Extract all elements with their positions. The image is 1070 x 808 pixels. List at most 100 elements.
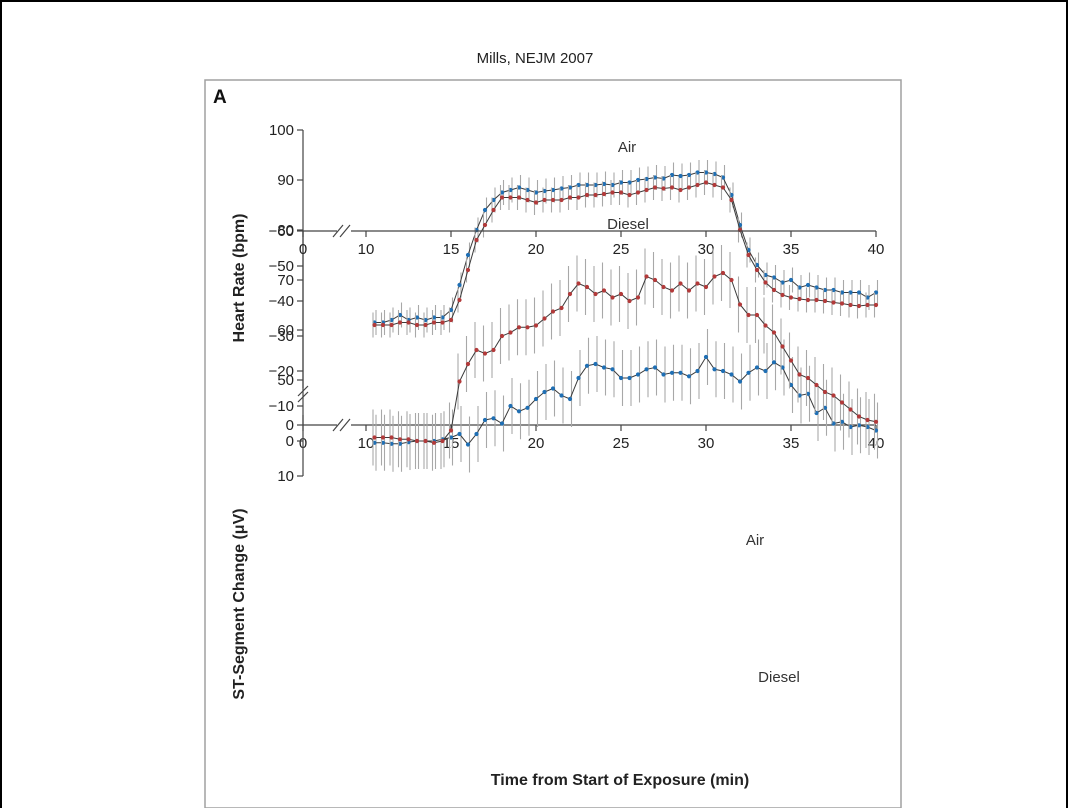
- heart-rate-diesel-series: [372, 170, 879, 338]
- st-segment-diesel-point: [746, 312, 751, 318]
- x-axis-break-mark: [332, 418, 344, 432]
- st-segment-air-point: [474, 431, 479, 437]
- x-tick-label: 25: [613, 241, 630, 258]
- x-tick-label: 40: [868, 435, 885, 452]
- x-tick-label: 20: [528, 241, 545, 258]
- st-segment-diesel-point: [372, 435, 377, 440]
- st-segment-diesel-point: [601, 288, 607, 293]
- st-segment-diesel-point: [797, 372, 802, 377]
- st-segment-diesel-point: [457, 379, 462, 384]
- heart-rate-diesel-point: [839, 301, 845, 306]
- heart-rate-diesel-point: [550, 197, 556, 203]
- heart-rate-diesel-point: [814, 297, 819, 303]
- st-segment-diesel-point: [865, 417, 870, 423]
- st-segment-diesel-point: [644, 274, 649, 279]
- st-segment-air-point: [576, 375, 581, 381]
- heart-rate-diesel-point: [508, 195, 513, 200]
- st-segment-air-point: [593, 361, 598, 367]
- heart-rate-diesel-point: [754, 267, 760, 273]
- y-tick-label: 100: [269, 122, 294, 139]
- heart-rate-diesel-point: [618, 190, 624, 195]
- heart-rate-diesel-point: [397, 320, 403, 325]
- heart-rate-diesel-point: [491, 207, 496, 213]
- st-segment-diesel-point: [576, 281, 581, 286]
- st-segment-diesel-point: [431, 440, 437, 445]
- st-segment-air-point: [618, 375, 624, 381]
- heart-rate-diesel-point: [822, 298, 828, 304]
- heart-rate-diesel-point: [644, 187, 649, 193]
- st-segment-diesel-point: [593, 291, 598, 297]
- st-segment-air-point: [525, 405, 530, 410]
- y-tick-label: −60: [269, 223, 294, 240]
- st-segment-air-label: Air: [746, 532, 764, 549]
- st-segment-diesel-point: [618, 291, 624, 297]
- x-tick-label: 10: [358, 241, 375, 258]
- st-segment-diesel-point: [525, 325, 530, 330]
- st-segment-diesel-point: [559, 305, 564, 311]
- x-tick-label: 20: [528, 435, 545, 452]
- st-segment-air-point: [678, 370, 683, 375]
- st-segment-diesel-point: [839, 400, 845, 405]
- y-tick-label: 10: [277, 468, 294, 485]
- heart-rate-diesel-point: [695, 182, 700, 188]
- heart-rate-diesel-point: [448, 317, 454, 323]
- heart-rate-diesel-point: [865, 302, 870, 308]
- st-segment-diesel-point: [423, 438, 428, 444]
- st-segment-air-point: [635, 372, 641, 377]
- st-segment-diesel-point: [703, 284, 709, 290]
- st-segment-diesel-point: [661, 284, 666, 290]
- st-segment-diesel-point: [440, 438, 445, 444]
- heart-rate-air-point: [457, 282, 462, 288]
- st-segment-air-point: [669, 370, 675, 375]
- st-segment-diesel-point: [499, 333, 505, 339]
- st-segment-air-point: [516, 409, 522, 414]
- st-segment-air-point: [627, 375, 632, 381]
- st-segment-air-point: [712, 367, 717, 372]
- st-segment-diesel-point: [805, 375, 811, 381]
- heart-rate-diesel-point: [669, 185, 675, 190]
- st-segment-diesel-point: [414, 438, 420, 444]
- st-segment-diesel-point: [635, 295, 641, 300]
- st-segment-diesel-point: [380, 435, 386, 440]
- heart-rate-diesel-point: [372, 322, 377, 328]
- st-segment-air-point: [533, 396, 539, 402]
- st-segment-air-point: [482, 417, 488, 423]
- st-segment-diesel-point: [831, 393, 836, 398]
- st-segment-diesel-point: [873, 419, 879, 424]
- st-segment-diesel-point: [763, 323, 768, 328]
- st-segment-diesel-point: [652, 277, 658, 283]
- st-segment-air-point: [695, 368, 700, 374]
- st-segment-chart: 10 0 −10 −20 −30 −40 −50 −60 0 10 15 20 25 30 35 40: [269, 223, 885, 485]
- st-segment-diesel-point: [814, 382, 819, 388]
- y-tick-label: 50: [277, 372, 294, 389]
- st-segment-diesel-series: [372, 245, 879, 471]
- heart-rate-diesel-point: [474, 237, 479, 243]
- st-segment-diesel-point: [695, 281, 700, 286]
- st-segment-air-point: [746, 370, 751, 375]
- st-segment-diesel-point: [584, 284, 590, 290]
- x-tick-label: 35: [783, 241, 800, 258]
- st-segment-diesel-point: [754, 312, 760, 318]
- st-segment-diesel-point: [669, 288, 675, 293]
- heart-rate-air-label: Air: [618, 139, 636, 156]
- y-tick-label: 90: [277, 172, 294, 189]
- y-tick-label: 60: [277, 322, 294, 339]
- st-segment-air-point: [610, 367, 615, 372]
- heart-rate-diesel-point: [584, 192, 590, 198]
- heart-rate-diesel-point: [406, 320, 411, 325]
- st-segment-diesel-line: [374, 272, 877, 444]
- st-segment-diesel-point: [389, 435, 394, 440]
- heart-rate-diesel-point: [601, 191, 607, 197]
- heart-rate-diesel-point: [559, 197, 564, 203]
- st-segment-air-point: [491, 416, 496, 421]
- st-segment-diesel-point: [474, 347, 479, 353]
- st-segment-air-point: [550, 386, 556, 391]
- st-segment-diesel-point: [729, 277, 734, 283]
- st-segment-diesel-point: [780, 344, 785, 349]
- heart-rate-diesel-point: [652, 185, 658, 190]
- heart-rate-diesel-point: [848, 302, 853, 308]
- heart-rate-diesel-point: [593, 192, 598, 198]
- st-segment-diesel-point: [550, 309, 556, 314]
